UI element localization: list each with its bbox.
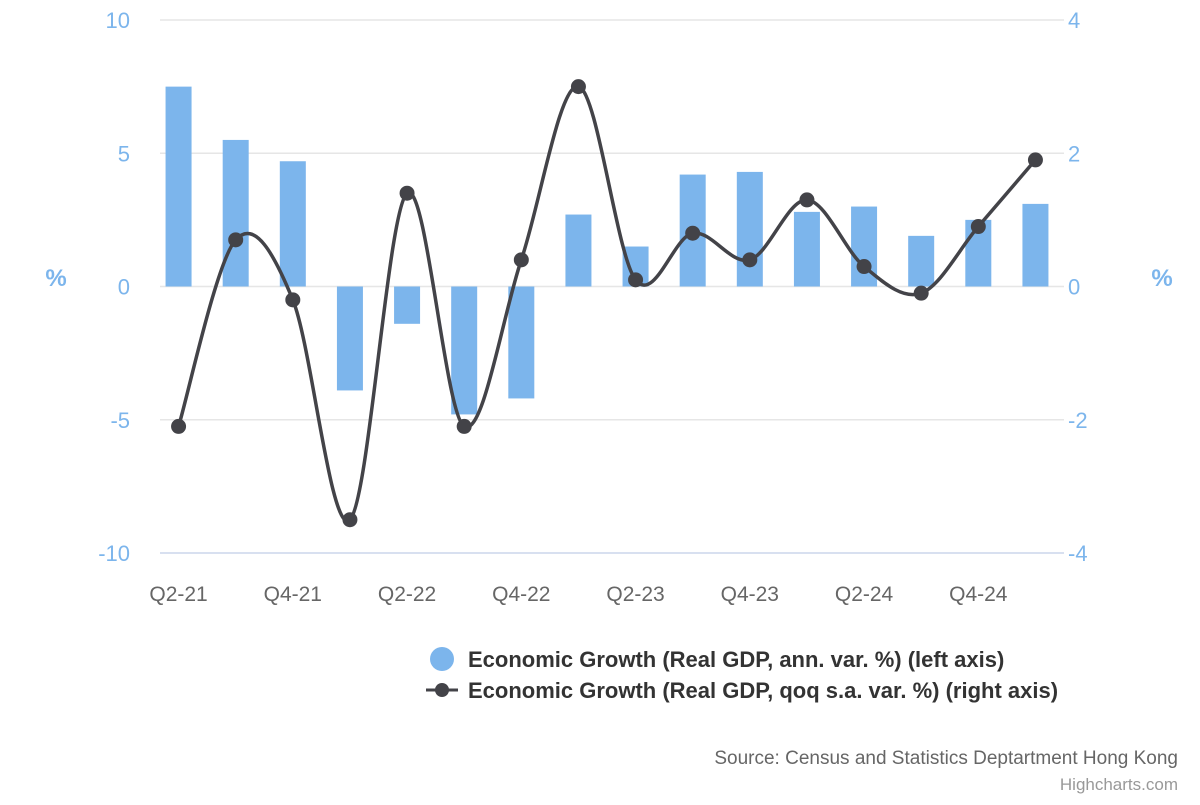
grid-lines [160, 19, 1064, 554]
legend-bar-symbol [430, 647, 454, 671]
bar[interactable] [565, 214, 592, 287]
left-tick-label: 10 [106, 8, 130, 33]
x-tick-label: Q2-23 [606, 583, 664, 606]
source-credit: Source: Census and Statistics Deptartmen… [714, 748, 1178, 769]
bar[interactable] [394, 286, 421, 324]
legend-item-line[interactable]: Economic Growth (Real GDP, qoq s.a. var.… [426, 678, 1058, 703]
x-tick-label: Q2-22 [378, 583, 436, 606]
line-series [171, 79, 1043, 528]
x-tick-label: Q4-21 [264, 583, 322, 606]
line-point[interactable] [1027, 152, 1043, 168]
line-point[interactable] [513, 252, 529, 268]
bar[interactable] [451, 286, 478, 415]
line-point[interactable] [342, 512, 358, 528]
bar[interactable] [165, 86, 192, 287]
line-point[interactable] [228, 232, 244, 248]
line-point[interactable] [628, 272, 644, 288]
legend: Economic Growth (Real GDP, ann. var. %) … [426, 647, 1058, 703]
bar[interactable] [336, 286, 363, 391]
axes: % % 10 4 5 2 0 0 -5 -2 -10 -4 Q2-21 Q4-21 Q2-22 Q4-22… [45, 8, 1172, 606]
bar[interactable] [793, 211, 820, 287]
x-tick-label: Q4-22 [492, 583, 550, 606]
bar[interactable] [908, 235, 935, 287]
right-tick-label: -2 [1068, 408, 1088, 433]
legend-label-bars: Economic Growth (Real GDP, ann. var. %) … [468, 647, 1004, 672]
bar[interactable] [222, 139, 249, 287]
bar-series [165, 86, 1049, 415]
right-tick-label: 0 [1068, 275, 1080, 300]
line-point[interactable] [742, 252, 758, 268]
left-tick-label: 0 [118, 275, 130, 300]
line-point[interactable] [570, 79, 586, 95]
bar[interactable] [279, 161, 306, 287]
line-point[interactable] [970, 219, 986, 235]
line-path[interactable] [176, 84, 1038, 523]
left-tick-label: 5 [118, 141, 130, 166]
x-tick-label: Q4-23 [721, 583, 779, 606]
bar[interactable] [1022, 203, 1049, 287]
line-point[interactable] [856, 259, 872, 275]
left-tick-label: -5 [110, 408, 130, 433]
x-tick-label: Q2-21 [149, 583, 207, 606]
line-point[interactable] [456, 418, 472, 434]
right-tick-label: 2 [1068, 141, 1080, 166]
right-axis-title: % [1151, 265, 1172, 292]
line-point[interactable] [171, 418, 187, 434]
line-point[interactable] [685, 225, 701, 241]
legend-label-line: Economic Growth (Real GDP, qoq s.a. var.… [468, 678, 1058, 703]
bar[interactable] [736, 171, 763, 287]
line-point[interactable] [285, 292, 301, 308]
right-tick-label: 4 [1068, 8, 1080, 33]
bar[interactable] [508, 286, 535, 399]
x-tick-label: Q2-24 [835, 583, 894, 606]
line-point[interactable] [399, 185, 415, 201]
x-tick-label: Q4-24 [949, 583, 1008, 606]
line-point[interactable] [799, 192, 815, 208]
left-axis-title: % [45, 265, 66, 292]
highcharts-credit[interactable]: Highcharts.com [1060, 775, 1178, 794]
line-point[interactable] [913, 285, 929, 301]
left-tick-label: -10 [98, 541, 130, 566]
legend-line-marker [435, 683, 449, 697]
right-tick-label: -4 [1068, 541, 1088, 566]
legend-item-bars[interactable]: Economic Growth (Real GDP, ann. var. %) … [430, 647, 1004, 672]
